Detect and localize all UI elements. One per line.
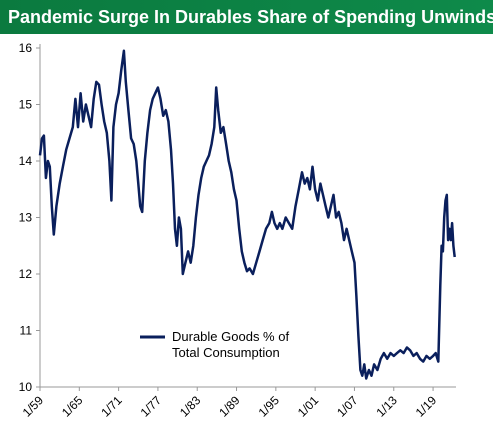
x-tick-label: 1/65 [59,393,86,420]
y-tick-label: 10 [19,380,33,394]
y-tick-label: 11 [20,324,33,338]
series-line-0 [38,49,456,380]
y-axis: 10 11 12 13 14 15 16 [19,41,41,394]
y-tick-label: 14 [19,154,33,168]
x-tick-label: 1/07 [334,393,361,420]
legend-label-line-2: Total Consumption [172,345,280,360]
y-tick-label: 15 [19,98,33,112]
x-tick-label: 1/77 [138,393,165,420]
x-tick-label: 1/89 [216,393,243,420]
x-tick-label: 1/95 [256,393,283,420]
y-tick-label: 13 [19,211,33,225]
x-tick-label: 1/83 [177,393,204,420]
y-tick-label: 16 [19,41,33,55]
x-tick-label: 1/19 [413,393,440,420]
legend: Durable Goods % of Total Consumption [140,329,289,360]
series-group [38,49,456,380]
legend-label-line-1: Durable Goods % of [172,329,289,344]
x-axis: 1/59 1/65 1/71 1/77 1/83 1/89 1/95 1/01 1/07 1/13… [20,386,456,420]
x-tick-label: 1/71 [98,393,125,420]
y-tick-label: 12 [19,267,33,281]
x-tick-label: 1/01 [295,393,322,420]
chart-title: Pandemic Surge In Durables Share of Spen… [0,0,493,34]
x-tick-label: 1/59 [20,393,47,420]
x-tick-label: 1/13 [373,393,400,420]
